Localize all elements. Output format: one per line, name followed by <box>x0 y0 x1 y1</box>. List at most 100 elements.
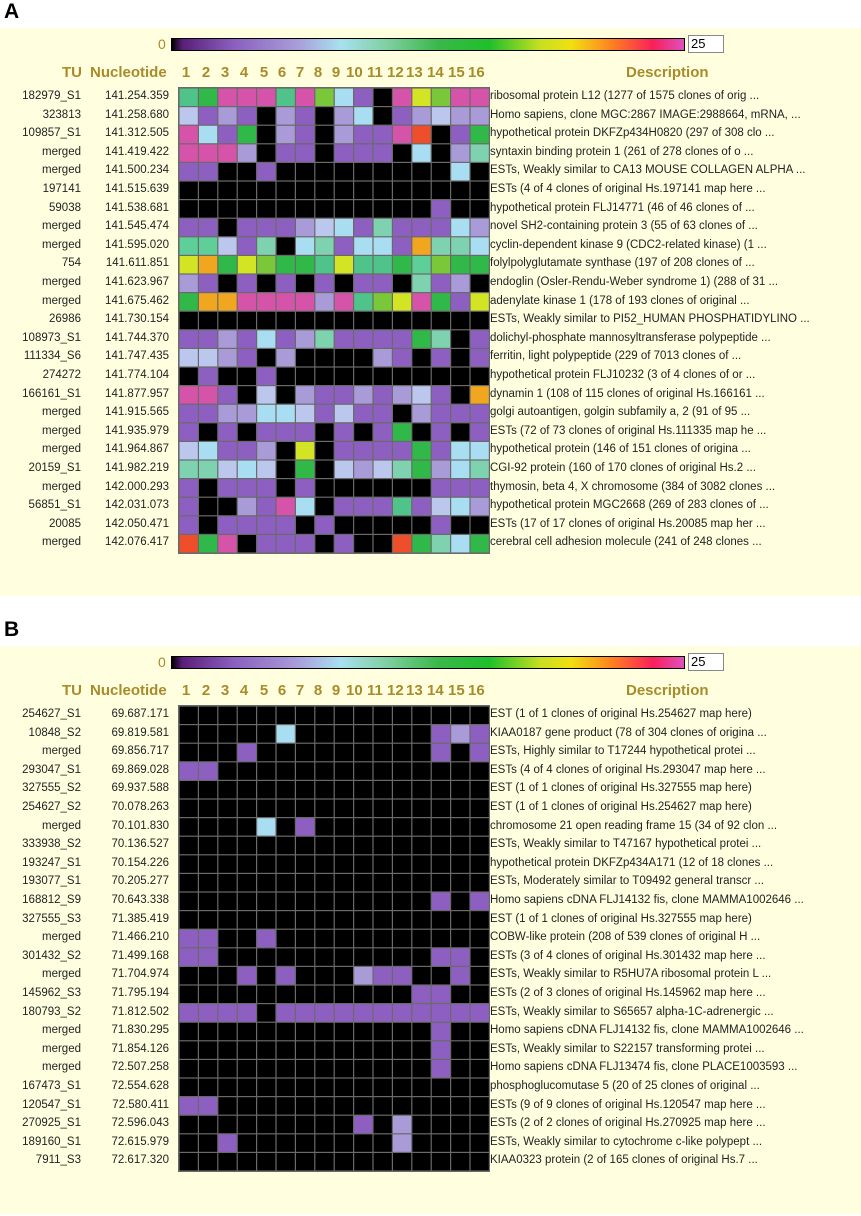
heatmap-cell <box>354 1134 373 1152</box>
heatmap-cell <box>237 349 256 367</box>
heatmap-cell <box>199 781 218 799</box>
heatmap-cell <box>431 386 450 404</box>
heatmap-cell <box>334 799 353 817</box>
heatmap-cell <box>315 874 334 892</box>
heatmap-cell <box>470 706 489 724</box>
heatmap-cell <box>412 311 431 330</box>
heatmap-cell <box>451 1134 470 1152</box>
heatmap-cell <box>334 892 353 910</box>
heatmap-cell <box>470 237 489 255</box>
heatmap-cell <box>257 799 276 817</box>
heatmap-cell <box>296 706 315 724</box>
nucleotide-label: 141.545.474 <box>105 220 169 233</box>
heatmap-cell <box>393 479 412 497</box>
heatmap-cell <box>237 929 256 948</box>
heatmap-cell <box>296 200 315 218</box>
heatmap-cell <box>199 311 218 330</box>
heatmap-cell <box>393 706 412 724</box>
nucleotide-label: 141.877.957 <box>105 387 169 400</box>
description-label: EST (1 of 1 clones of original Hs.327555… <box>490 782 752 795</box>
heatmap-cell <box>276 911 295 929</box>
description-label: KIAA0323 protein (2 of 165 clones of ori… <box>490 1154 758 1167</box>
heatmap-cell <box>431 88 450 106</box>
column-header: 2 <box>201 64 211 81</box>
heatmap-cell <box>276 423 295 441</box>
heatmap-cell <box>276 892 295 910</box>
heatmap-cell <box>199 892 218 910</box>
heatmap-cell <box>199 367 218 385</box>
column-header: 5 <box>259 682 269 699</box>
heatmap-cell <box>199 256 218 274</box>
heatmap-cell <box>451 985 470 1003</box>
heatmap-cell <box>373 442 392 460</box>
heatmap-cell <box>470 311 489 330</box>
heatmap-cell <box>296 386 315 404</box>
heatmap-cell <box>373 1041 392 1059</box>
heatmap-cell <box>218 256 237 274</box>
heatmap-cell <box>470 404 489 423</box>
nucleotide-label: 142.031.073 <box>105 499 169 512</box>
heatmap-cell <box>334 497 353 516</box>
tu-label: merged <box>42 536 81 549</box>
nucleotide-label: 141.515.639 <box>105 183 169 195</box>
heatmap-cell <box>431 516 450 534</box>
heatmap-cell <box>276 516 295 534</box>
heatmap-cell <box>451 967 470 985</box>
scale-max-input[interactable]: 25 <box>688 653 724 671</box>
column-header: 10 <box>346 682 363 699</box>
heatmap-cell <box>373 237 392 255</box>
heatmap-cell <box>276 237 295 255</box>
heatmap-cell <box>237 423 256 441</box>
heatmap-cell <box>334 442 353 460</box>
heatmap-cell <box>431 855 450 873</box>
heatmap-cell <box>451 107 470 125</box>
heatmap-cell <box>431 762 450 780</box>
heatmap-cell <box>354 237 373 255</box>
heatmap-cell <box>470 929 489 948</box>
tu-label: merged <box>42 745 81 758</box>
column-header: 3 <box>220 64 230 81</box>
heatmap-cell <box>237 367 256 385</box>
heatmap-cell <box>179 1115 198 1134</box>
heatmap-cell <box>412 1078 431 1096</box>
column-header: 10 <box>346 64 363 81</box>
scale-max-input[interactable]: 25 <box>688 35 724 53</box>
heatmap-cell <box>237 799 256 817</box>
heatmap-cell <box>451 911 470 929</box>
heatmap-cell <box>257 144 276 162</box>
heatmap-cell <box>451 367 470 385</box>
heatmap-cell <box>296 256 315 274</box>
heatmap-cell <box>354 423 373 441</box>
heatmap-cell <box>470 516 489 534</box>
description-label: Homo sapiens cDNA FLJ14132 fis, clone MA… <box>490 894 804 906</box>
nucleotide-label: 141.982.219 <box>105 462 169 474</box>
heatmap-cell <box>237 479 256 497</box>
heatmap-cell <box>470 1004 489 1022</box>
heatmap-cell <box>296 743 315 762</box>
heatmap-cell <box>412 1097 431 1115</box>
heatmap-cell <box>431 967 450 985</box>
tu-header: TU <box>62 682 82 699</box>
tu-label: 166161_S1 <box>22 387 81 400</box>
heatmap-cell <box>199 1022 218 1041</box>
heatmap-cell <box>354 743 373 762</box>
heatmap-cell <box>199 1134 218 1152</box>
heatmap-cell <box>431 256 450 274</box>
heatmap-cell <box>334 762 353 780</box>
heatmap-cell <box>431 293 450 311</box>
heatmap-cell <box>373 948 392 966</box>
heatmap-cell <box>334 1115 353 1134</box>
heatmap-cell <box>315 911 334 929</box>
tu-label: 120547_S1 <box>22 1098 81 1111</box>
heatmap-cell <box>412 911 431 929</box>
heatmap-cell <box>354 535 373 553</box>
column-header: 16 <box>468 682 485 699</box>
heatmap-cell <box>218 125 237 144</box>
heatmap-cell <box>373 781 392 799</box>
tu-label: 301432_S2 <box>22 949 81 962</box>
heatmap-cell <box>237 725 256 743</box>
column-header: 5 <box>259 64 269 81</box>
heatmap-cell <box>431 799 450 817</box>
nucleotide-label: 70.154.226 <box>111 856 169 869</box>
